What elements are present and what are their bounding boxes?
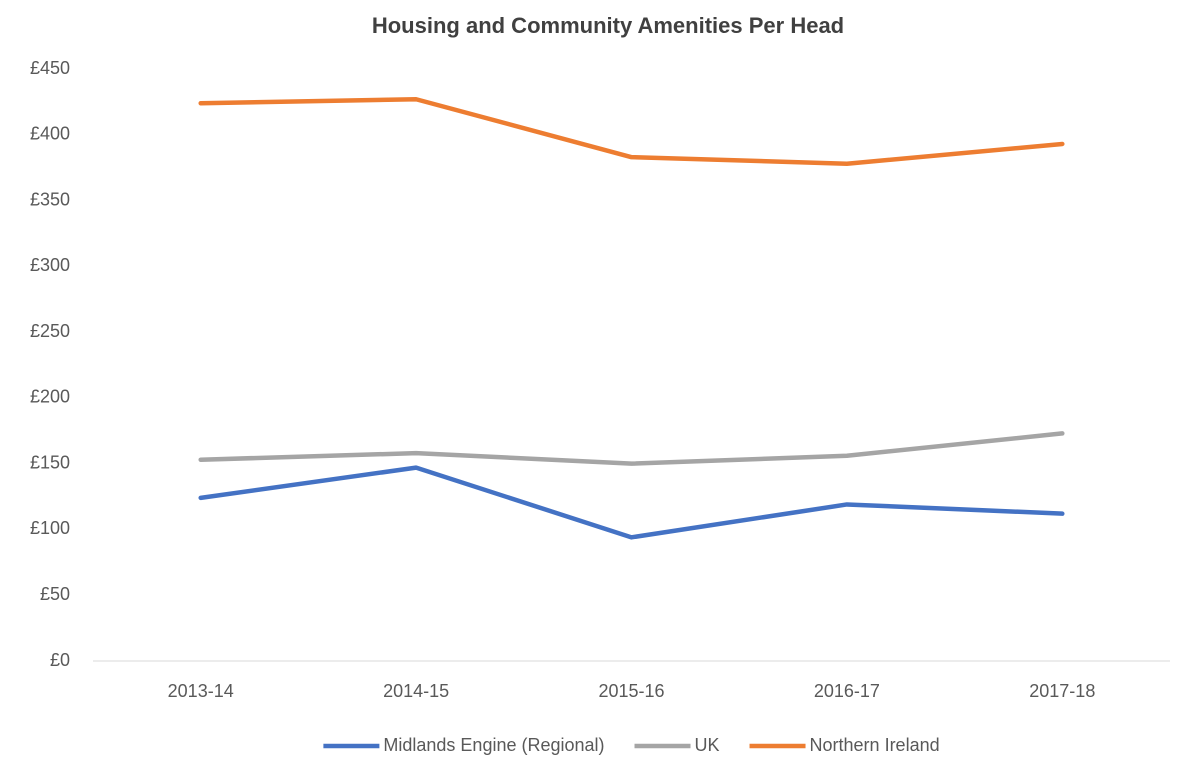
legend-label: Midlands Engine (Regional): [383, 735, 604, 755]
y-tick-label: £450: [30, 58, 70, 78]
series-line: [198, 431, 1065, 466]
y-tick-label: £250: [30, 321, 70, 341]
series-line: [198, 97, 1065, 166]
series-line: [198, 465, 1065, 540]
y-tick-label: £200: [30, 387, 70, 407]
y-tick-label: £350: [30, 189, 70, 209]
x-tick-label: 2015-16: [598, 681, 664, 701]
y-tick-label: £300: [30, 255, 70, 275]
x-tick-label: 2017-18: [1029, 681, 1095, 701]
y-tick-label: £100: [30, 518, 70, 538]
y-tick-label: £50: [40, 584, 70, 604]
x-tick-label: 2013-14: [168, 681, 234, 701]
legend-label: UK: [695, 735, 720, 755]
y-tick-label: £400: [30, 124, 70, 144]
y-tick-label: £150: [30, 452, 70, 472]
x-tick-label: 2016-17: [814, 681, 880, 701]
y-tick-label: £0: [50, 650, 70, 670]
chart-title: Housing and Community Amenities Per Head: [372, 13, 844, 38]
x-tick-label: 2014-15: [383, 681, 449, 701]
legend-label: Northern Ireland: [810, 735, 940, 755]
